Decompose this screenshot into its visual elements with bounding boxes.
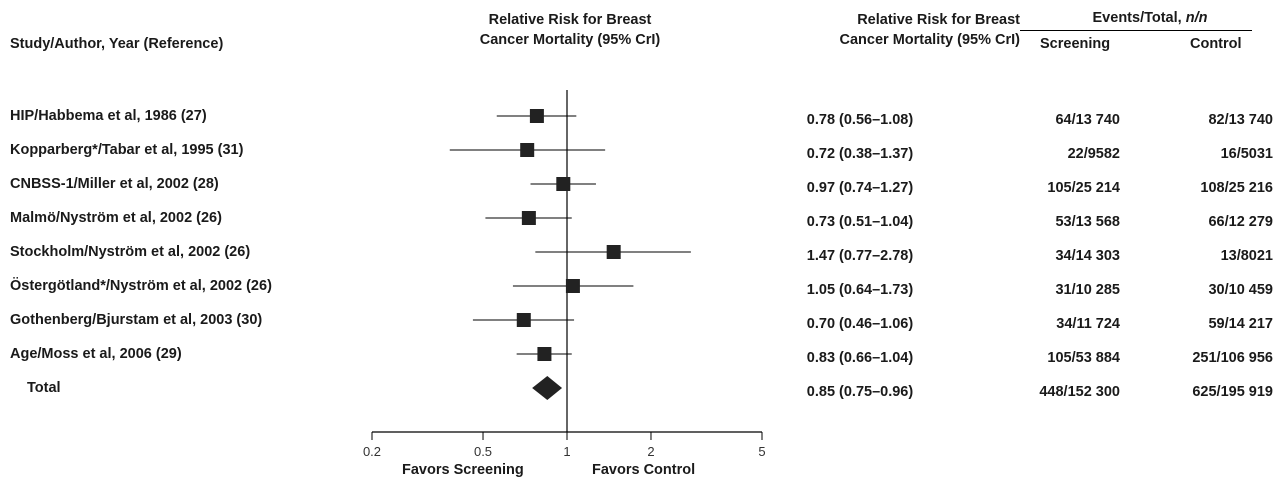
favors-screening-label: Favors Screening [402, 462, 524, 478]
study-label: Gothenberg/Bjurstam et al, 2003 (30) [10, 312, 263, 328]
control-value: 66/12 279 [1208, 214, 1273, 230]
point-estimate-square [521, 211, 536, 225]
screening-column-header: Screening [1040, 36, 1111, 52]
screening-value: 105/53 884 [1047, 350, 1120, 366]
plot-header-line2: Cancer Mortality (95% CrI) [479, 32, 661, 48]
study-label: HIP/Habbema et al, 1986 (27) [10, 108, 207, 124]
ci-value: 0.97 (0.74–1.27) [806, 180, 914, 196]
control-value: 13/8021 [1220, 248, 1273, 264]
x-tick-label: 0.5 [474, 444, 492, 459]
control-value: 16/5031 [1220, 146, 1273, 162]
ci-value: 0.73 (0.51–1.04) [806, 214, 914, 230]
ci-value: 0.72 (0.38–1.37) [806, 146, 914, 162]
study-label: Age/Moss et al, 2006 (29) [10, 346, 182, 362]
study-label: Stockholm/Nyström et al, 2002 (26) [10, 244, 251, 260]
control-value: 30/10 459 [1208, 282, 1273, 298]
plot-header-line1: Relative Risk for Breast [488, 12, 652, 28]
x-tick-label: 5 [758, 444, 765, 459]
ci-value: 0.83 (0.66–1.04) [806, 350, 914, 366]
pooled-estimate-diamond [532, 376, 563, 400]
x-tick-label: 0.2 [363, 444, 381, 459]
events-header-rule [1020, 30, 1252, 31]
ci-value: 1.05 (0.64–1.73) [806, 282, 914, 298]
screening-value: 34/11 724 [1056, 316, 1120, 332]
total-label: Total [27, 380, 61, 396]
study-label: CNBSS-1/Miller et al, 2002 (28) [10, 176, 219, 192]
ci-value: 0.78 (0.56–1.08) [806, 112, 914, 128]
events-total-header: Events/Total, n/n [1050, 8, 1250, 28]
screening-value: 53/13 568 [1055, 214, 1120, 230]
screening-value: 64/13 740 [1055, 112, 1120, 128]
control-value: 108/25 216 [1200, 180, 1273, 196]
point-estimate-square [529, 109, 544, 123]
study-label: Östergötland*/Nyström et al, 2002 (26) [10, 278, 272, 294]
plot-column-header: Relative Risk for Breast Cancer Mortalit… [430, 10, 710, 50]
study-column-header: Study/Author, Year (Reference) [10, 36, 224, 52]
point-estimate-square [606, 245, 621, 259]
point-estimate-square [516, 313, 531, 327]
screening-value: 105/25 214 [1047, 180, 1120, 196]
screening-value: 31/10 285 [1055, 282, 1120, 298]
point-estimate-square [556, 177, 571, 191]
events-header-unit: n/n [1185, 10, 1208, 26]
control-value-total: 625/195 919 [1192, 384, 1273, 400]
x-tick-label: 1 [563, 444, 570, 459]
ci-column-header: Relative Risk for Breast Cancer Mortalit… [770, 10, 1021, 50]
control-value: 82/13 740 [1208, 112, 1273, 128]
x-tick-label: 2 [647, 444, 654, 459]
screening-value: 22/9582 [1067, 146, 1120, 162]
ci-value: 1.47 (0.77–2.78) [806, 248, 914, 264]
study-label: Malmö/Nyström et al, 2002 (26) [10, 210, 222, 226]
ci-header-line2: Cancer Mortality (95% CrI) [839, 32, 1021, 48]
screening-value-total: 448/152 300 [1039, 384, 1120, 400]
favors-control-label: Favors Control [592, 462, 696, 478]
screening-value: 34/14 303 [1055, 248, 1120, 264]
control-value: 59/14 217 [1208, 316, 1273, 332]
events-header-prefix: Events/Total, [1092, 10, 1186, 26]
ci-header-line1: Relative Risk for Breast [857, 12, 1020, 28]
control-column-header: Control [1190, 36, 1242, 52]
control-value: 251/106 956 [1192, 350, 1273, 366]
study-label: Kopparberg*/Tabar et al, 1995 (31) [10, 142, 244, 158]
point-estimate-square [537, 347, 552, 361]
ci-value: 0.70 (0.46–1.06) [806, 316, 914, 332]
point-estimate-square [565, 279, 580, 293]
ci-value-total: 0.85 (0.75–0.96) [806, 384, 914, 400]
point-estimate-square [520, 143, 535, 157]
